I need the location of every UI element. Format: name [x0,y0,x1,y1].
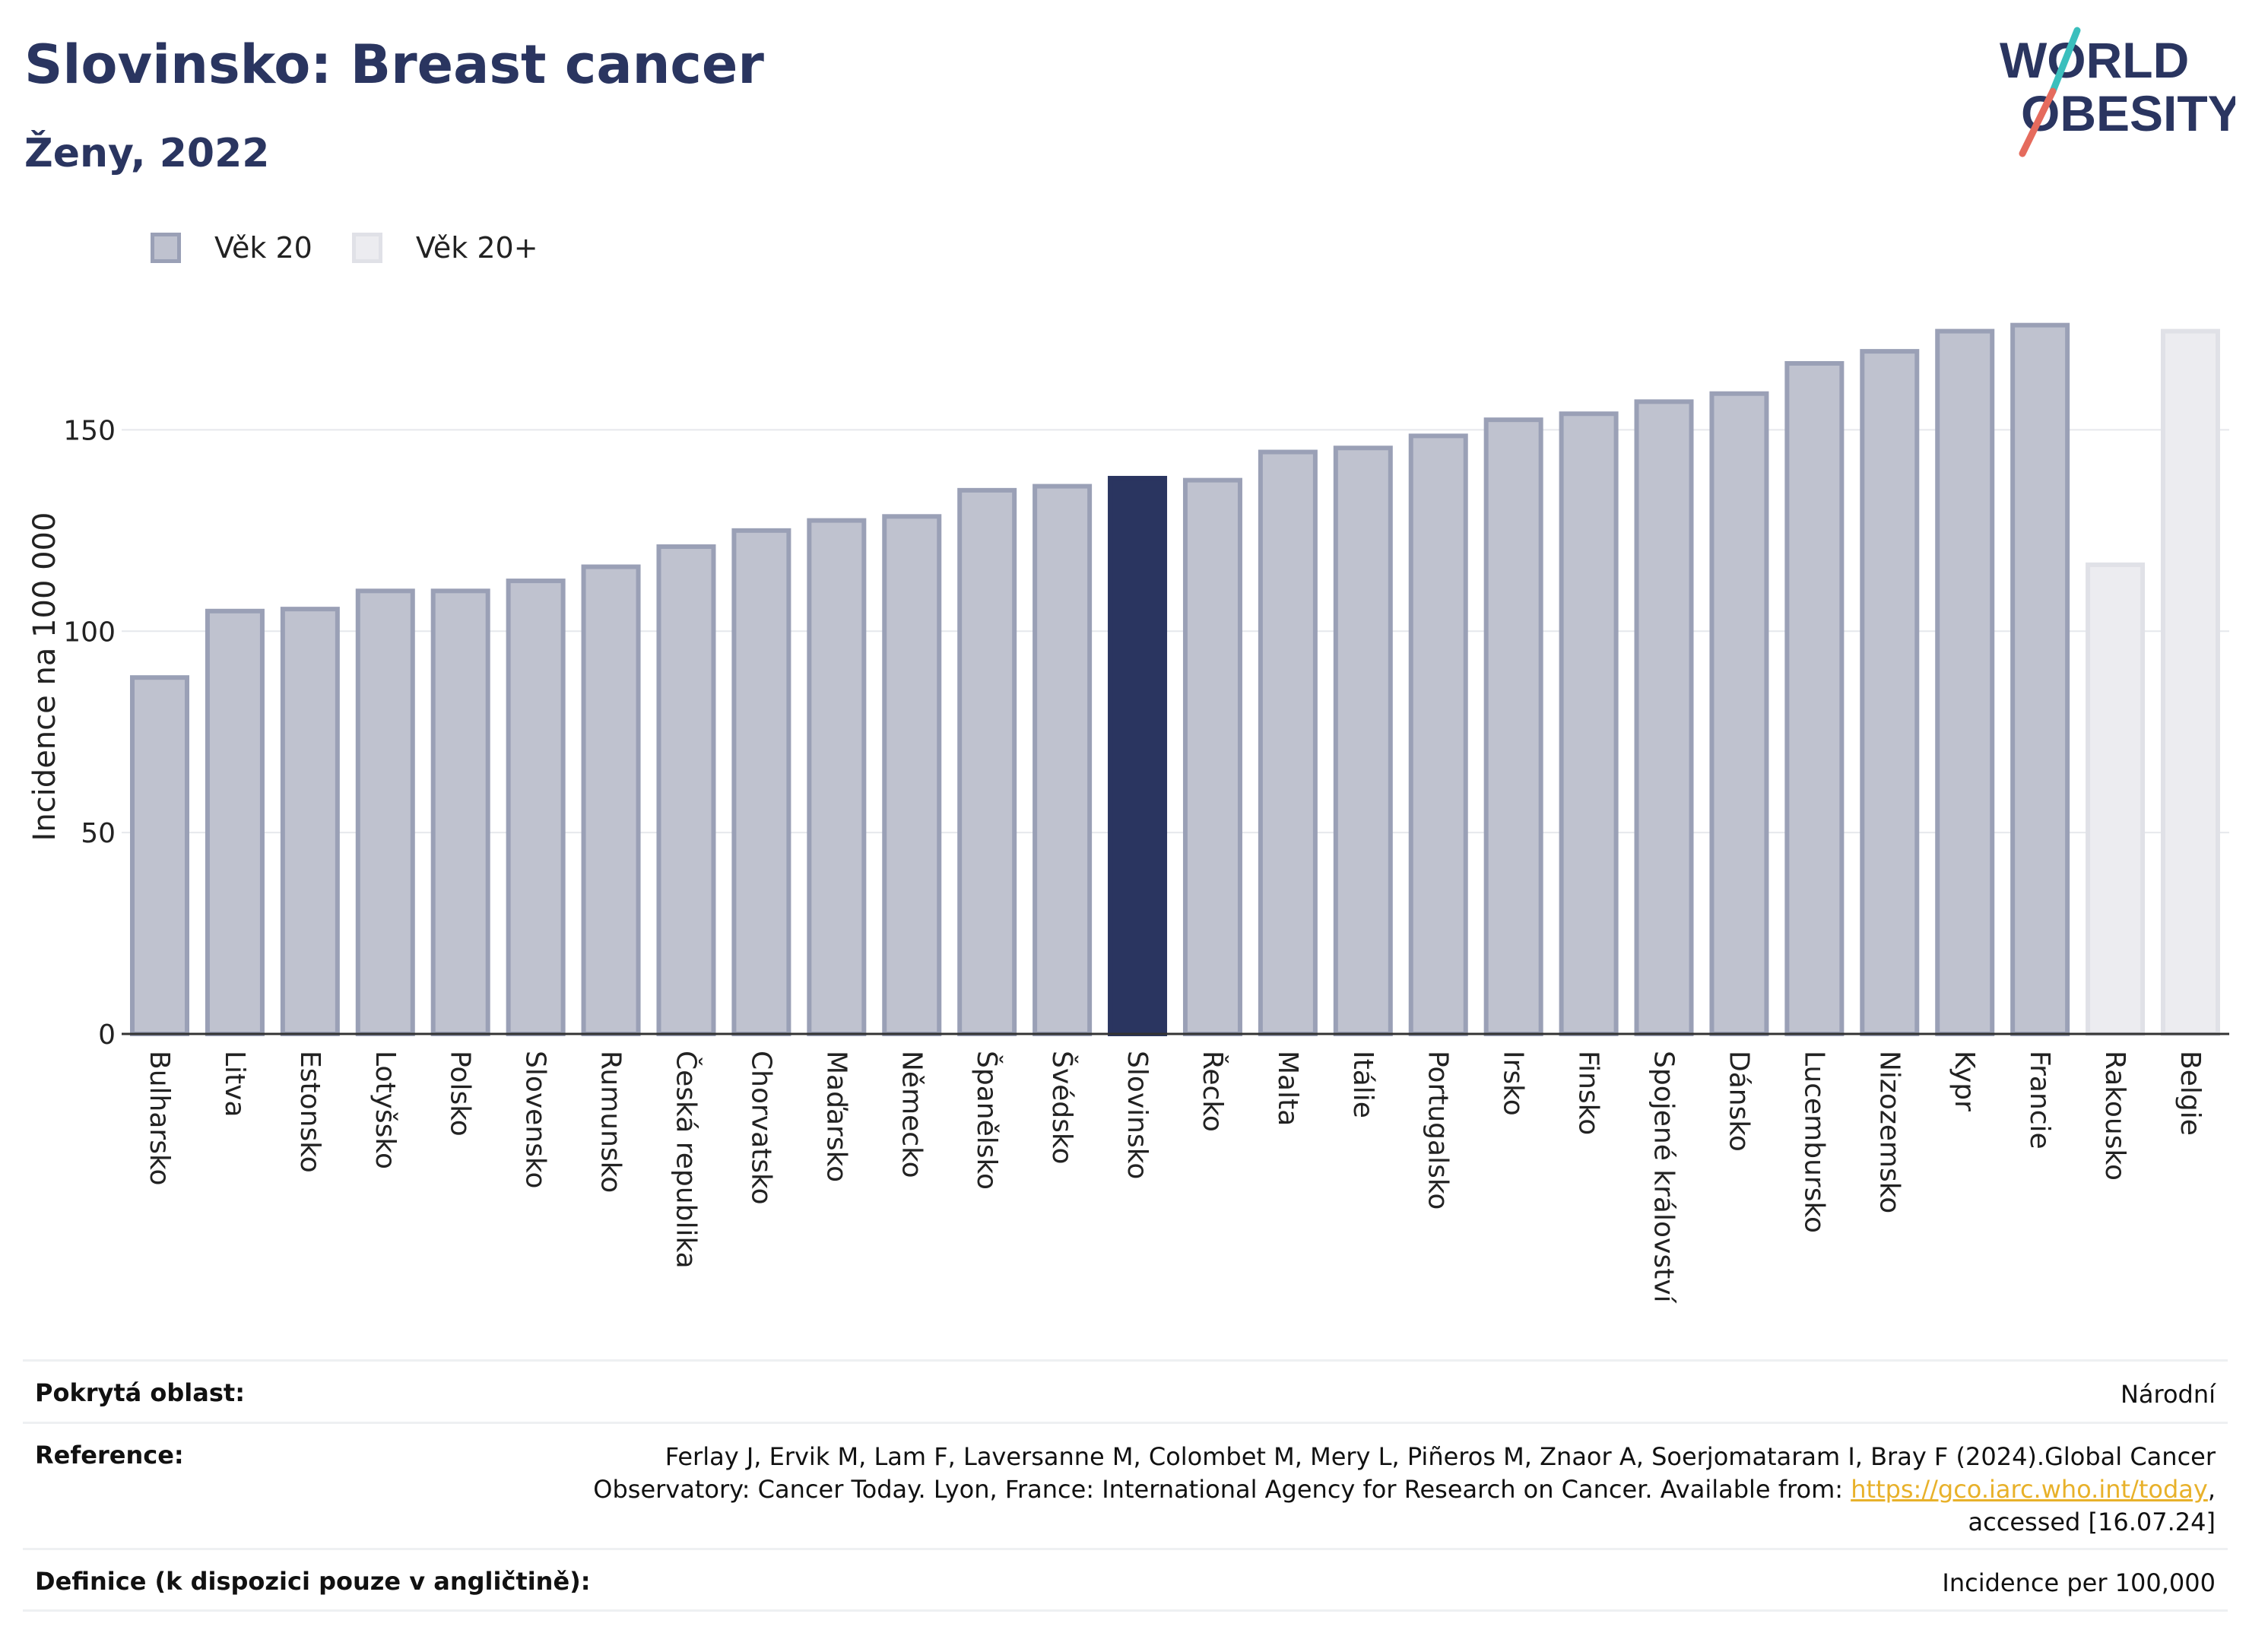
legend-label-vek-20-plus: Věk 20+ [415,231,538,265]
reference-line-2: Observatory: Cancer Today. Lyon, France:… [593,1473,2216,1506]
bar-spanelsko [957,487,1017,1036]
chart-title: Slovinsko: Breast cancer [24,33,764,96]
coverage-label: Pokrytá oblast: [35,1378,245,1407]
bar-litva [205,608,265,1036]
world-obesity-logo: WORLD OBESITY [2000,27,2235,157]
bar-portugalsko [1408,433,1468,1036]
y-tick-label: 150 [63,415,116,446]
bar-finsko [1559,411,1619,1037]
legend-swatch-vek-20-plus [351,233,382,263]
logo-text-besity: BESITY [2060,85,2235,141]
bar-lucembursko [1784,361,1845,1036]
bar-kypr [1935,328,1995,1036]
y-tick-label: 50 [81,818,116,849]
x-tick-label-lucembursko: Lucembursko [1798,1051,1829,1233]
x-tick-label-finsko: Finsko [1573,1051,1604,1135]
y-tick-label: 100 [63,617,116,648]
bar-dansko [1709,391,1769,1036]
definition-value: Incidence per 100,000 [1942,1568,2216,1597]
metadata-table: Pokrytá oblast: Národní Reference: Ferla… [23,1359,2228,1612]
bar-estonsko [280,607,340,1036]
x-tick-label-portugalsko: Portugalsko [1423,1051,1454,1210]
reference-value: Ferlay J, Ervik M, Lam F, Laversanne M, … [593,1441,2216,1548]
bar-svedsko [1033,484,1093,1036]
legend-item-vek-20[interactable]: Věk 20 [151,231,312,265]
x-tick-label-ceska-republika: Česká republika [670,1051,702,1269]
coverage-row: Pokrytá oblast: Národní [23,1359,2228,1422]
reference-line-1: Ferlay J, Ervik M, Lam F, Laversanne M, … [665,1442,2216,1471]
bar-madarsko [807,518,867,1036]
bar-slovinsko [1108,475,1168,1037]
reference-label: Reference: [35,1441,184,1470]
reference-line-2-text: Observatory: Cancer Today. Lyon, France:… [593,1475,1851,1504]
bar-rakousko [2086,562,2146,1036]
x-tick-label-dansko: Dánsko [1723,1051,1754,1152]
bar-lotyssko [355,588,415,1036]
x-tick-label-slovinsko: Slovinsko [1121,1051,1153,1179]
bar-rumunsko [581,564,641,1037]
reference-link[interactable]: https://gco.iarc.who.int/today [1851,1475,2208,1504]
x-tick-label-slovensko: Slovensko [520,1051,551,1189]
coverage-value: Národní [2120,1380,2216,1409]
bar-chorvatsko [731,528,791,1036]
x-tick-label-estonsko: Estonsko [294,1051,325,1173]
bar-bulharsko [130,675,189,1036]
logo-text-w: W [2000,32,2048,88]
bar-nizozemsko [1860,349,1920,1037]
x-tick-label-recko: Řecko [1197,1051,1229,1132]
logo-slash-red [2019,87,2057,157]
bar-italie [1333,446,1393,1037]
legend-item-vek-20-plus[interactable]: Věk 20+ [351,231,538,265]
x-tick-label-irsko: Irsko [1498,1051,1529,1116]
y-tick-label: 0 [98,1019,116,1051]
x-tick-label-spojene-kralovstvi: Spojené království [1648,1051,1680,1304]
bar-francie [2010,322,2070,1037]
x-tick-label-bulharsko: Bulharsko [144,1051,175,1186]
bar-chart: 0 50 100 150 Incidence na 100 000 Bulharsko Li… [27,322,2229,1304]
x-tick-label-nizozemsko: Nizozemsko [1873,1051,1905,1213]
x-tick-label-svedsko: Švédsko [1046,1051,1078,1165]
logo-text-rld: RLD [2086,32,2190,88]
bar-polsko [430,588,490,1036]
definition-row: Definice (k dispozici pouze v angličtině… [23,1548,2228,1612]
x-tick-label-spanelsko: Španělsko [971,1051,1003,1190]
reference-line-2-comma: , [2207,1475,2216,1504]
reference-line-3: accessed [16.07.24] [1968,1508,2216,1536]
bar-spojene-kralovstvi [1634,399,1694,1036]
definition-label: Definice (k dispozici pouze v angličtině… [35,1567,591,1596]
x-tick-label-chorvatsko: Chorvatsko [745,1051,776,1205]
bar-belgie [2161,328,2220,1036]
x-tick-label-lotyssko: Lotyšsko [370,1051,401,1169]
legend-label-vek-20: Věk 20 [214,231,312,265]
logo-slash-teal [2049,27,2081,95]
x-tick-label-rumunsko: Rumunsko [595,1051,626,1193]
x-tick-label-rakousko: Rakousko [2099,1051,2130,1181]
x-tick-label-litva: Litva [219,1051,250,1118]
x-tick-label-kypr: Kypr [1949,1051,1980,1111]
bar-slovensko [506,579,566,1036]
x-tick-label-madarsko: Maďarsko [820,1051,852,1182]
bar-ceska-republika [656,544,716,1036]
legend: Věk 20 Věk 20+ [151,225,578,271]
x-tick-label-nemecko: Německo [896,1051,927,1178]
bar-malta [1258,449,1318,1037]
x-tick-label-francie: Francie [2024,1051,2055,1149]
svg-text:WORLD: WORLD [2000,32,2189,88]
x-tick-label-italie: Itálie [1347,1051,1378,1118]
y-axis-label: Incidence na 100 000 [27,512,62,842]
x-tick-label-malta: Malta [1272,1051,1303,1126]
x-tick-label-polsko: Polsko [445,1051,476,1137]
bar-irsko [1483,417,1543,1036]
chart-subtitle: Ženy, 2022 [24,131,270,176]
x-tick-label-belgie: Belgie [2174,1051,2206,1136]
legend-swatch-vek-20 [151,233,181,263]
bar-nemecko [882,514,942,1036]
reference-row: Reference: Ferlay J, Ervik M, Lam F, Lav… [23,1422,2228,1548]
bar-recko [1182,477,1242,1036]
